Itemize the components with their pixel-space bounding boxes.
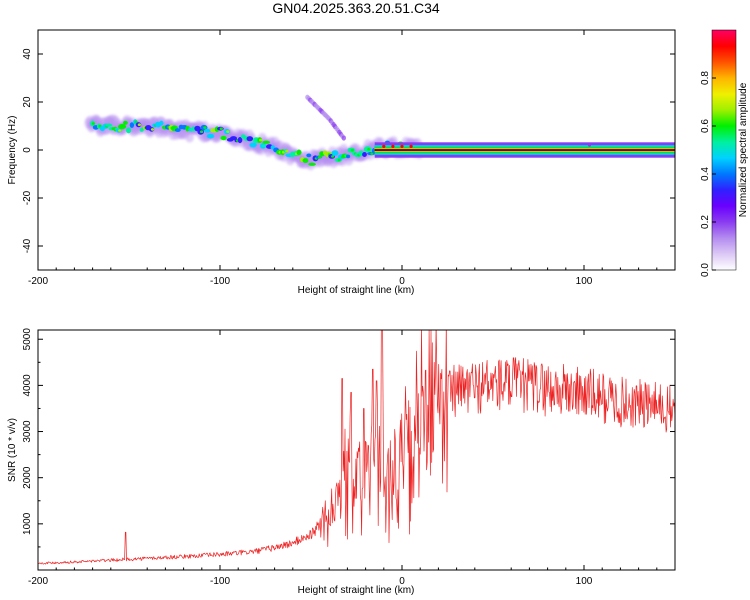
colorbar-label: Normalized spectral amplitude [738,82,749,217]
snr-ytick-label: 3000 [22,420,33,443]
spectrogram-ytick-label: -20 [22,190,33,205]
spectrogram-ytick-label: 0 [22,147,33,153]
spectrogram-xtick-label: -100 [210,276,230,287]
colorbar-tick-label: 0.4 [700,167,711,181]
spectrogram-ytick-label: 20 [22,96,33,108]
snr-ytick-label: 4000 [22,374,33,397]
colorbar-scale [711,29,737,271]
steady-line [374,142,675,158]
snr-frame [37,329,676,571]
spectrogram-xtick-label: -200 [28,276,48,287]
colorbar-tick-label: 0.8 [700,71,711,85]
snr-xlabel: Height of straight line (km) [298,585,415,596]
snr-xtick-label: 0 [399,576,405,587]
snr-ytick-label: 2000 [22,466,33,489]
snr-background [38,330,675,570]
colorbar: 0.0 0.2 0.4 0.6 0.8 Normalized spectral ampl… [700,29,749,277]
snr-series-line [38,330,675,565]
spectrogram-heat [84,94,675,171]
figure-title: GN04.2025.363.20.51.C34 [272,0,440,16]
snr-xtick-label: -100 [210,576,230,587]
snr-ylabel: SNR (10 * v/v) [7,418,18,482]
snr-panel: -200 -100 0 100 1000 2000 3000 4000 5000 Height … [7,328,676,596]
colorbar-ticks: 0.0 0.2 0.4 0.6 0.8 [700,71,716,277]
spectrogram-ytick-label: 40 [22,48,33,60]
spectrogram-ytick-label: -40 [22,238,33,253]
spectrogram-xtick-label: 0 [399,276,405,287]
snr-xtick-label: 100 [576,576,593,587]
spectrogram-xtick-label: 100 [576,276,593,287]
snr-ytick-label: 1000 [22,512,33,535]
snr-ytick-label: 5000 [22,328,33,351]
colorbar-tick-label: 0.0 [700,263,711,277]
colorbar-tick-label: 0.6 [700,119,711,133]
colorbar-tick-label: 0.2 [700,215,711,229]
snr-xtick-label: -200 [28,576,48,587]
spectrogram-xlabel: Height of straight line (km) [298,285,415,296]
spectrogram-ylabel: Frequency (Hz) [7,116,18,185]
snr-ticks: -200 -100 0 100 1000 2000 3000 4000 5000 [22,328,675,587]
